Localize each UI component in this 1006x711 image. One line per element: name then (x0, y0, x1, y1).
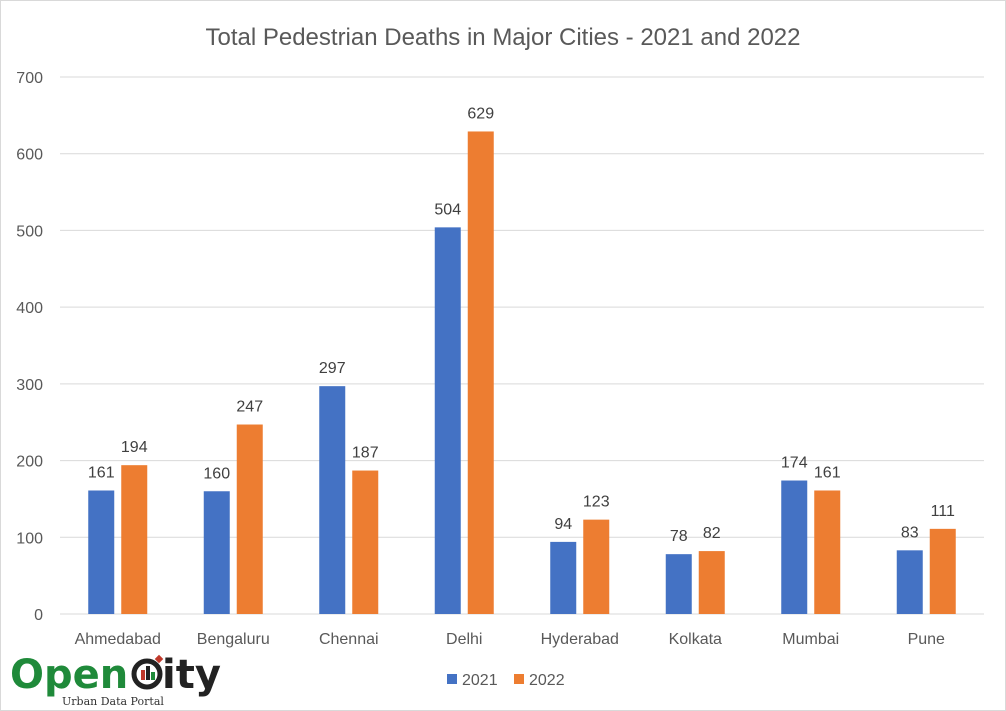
data-label: 187 (352, 445, 379, 462)
x-category-label: Chennai (319, 631, 379, 648)
bar-2021-chennai (319, 386, 346, 614)
data-labels: 161 194 160 247 297 187 504 629 94 123 78 82 174 161 8… (88, 105, 955, 545)
x-category-label: Hyderabad (541, 631, 619, 648)
data-label: 160 (203, 465, 230, 482)
x-category-label: Mumbai (782, 631, 839, 648)
bar-2022-ahmedabad (121, 465, 148, 614)
x-category-label: Delhi (446, 631, 482, 648)
logo-tagline: Urban Data Portal (62, 695, 164, 708)
data-label: 174 (781, 455, 808, 472)
data-label: 629 (467, 105, 494, 122)
data-label: 82 (703, 525, 721, 542)
bar-2022-pune (929, 528, 956, 614)
y-axis-ticks: 0 100 200 300 400 500 600 700 (16, 70, 43, 624)
data-label: 504 (434, 201, 461, 218)
bar-2021-bengaluru (203, 491, 230, 614)
bar-2021-delhi (434, 227, 461, 615)
y-tick-label: 0 (34, 607, 43, 624)
logo-text-city: ity (162, 652, 221, 698)
data-label: 161 (814, 464, 841, 481)
x-category-label: Pune (908, 631, 945, 648)
data-label: 83 (901, 524, 919, 541)
x-category-label: Ahmedabad (75, 631, 161, 648)
bar-2021-kolkata (665, 554, 692, 614)
data-label: 297 (319, 360, 346, 377)
bar-2022-chennai (352, 470, 379, 614)
y-tick-label: 200 (16, 454, 43, 471)
legend-label: 2022 (529, 672, 565, 689)
legend: 2021 2022 (447, 672, 565, 689)
y-tick-label: 300 (16, 377, 43, 394)
data-label: 78 (670, 528, 688, 545)
bar-2022-hyderabad (583, 519, 610, 614)
legend-label: 2021 (462, 672, 498, 689)
y-tick-label: 700 (16, 70, 43, 87)
data-label: 123 (583, 494, 610, 511)
bar-2022-bengaluru (236, 424, 263, 614)
y-tick-label: 400 (16, 300, 43, 317)
city-icon (131, 654, 164, 690)
bar-2022-mumbai (814, 490, 841, 614)
bar-2021-hyderabad (550, 541, 577, 614)
bar-2022-delhi (467, 131, 494, 614)
opencity-logo: Open ity Urban Data Portal (10, 652, 221, 708)
gridlines (60, 76, 984, 615)
legend-swatch-2021 (447, 674, 457, 684)
data-label: 161 (88, 464, 115, 481)
x-category-label: Bengaluru (197, 631, 270, 648)
bars (88, 131, 956, 615)
bar-2021-ahmedabad (88, 490, 115, 614)
legend-swatch-2022 (514, 674, 524, 684)
logo-text-open: Open (10, 652, 128, 698)
chart-title: Total Pedestrian Deaths in Major Cities … (205, 24, 800, 51)
data-label: 94 (554, 516, 572, 533)
x-category-label: Kolkata (669, 631, 722, 648)
y-tick-label: 600 (16, 147, 43, 164)
x-axis-categories: Ahmedabad Bengaluru Chennai Delhi Hyderabad K… (75, 631, 945, 648)
bar-2021-mumbai (781, 480, 808, 614)
data-label: 194 (121, 439, 148, 456)
bar-2022-kolkata (698, 551, 725, 614)
data-label: 111 (931, 503, 955, 520)
bar-2021-pune (896, 550, 923, 614)
y-tick-label: 500 (16, 223, 43, 240)
data-label: 247 (236, 399, 263, 416)
y-tick-label: 100 (16, 530, 43, 547)
